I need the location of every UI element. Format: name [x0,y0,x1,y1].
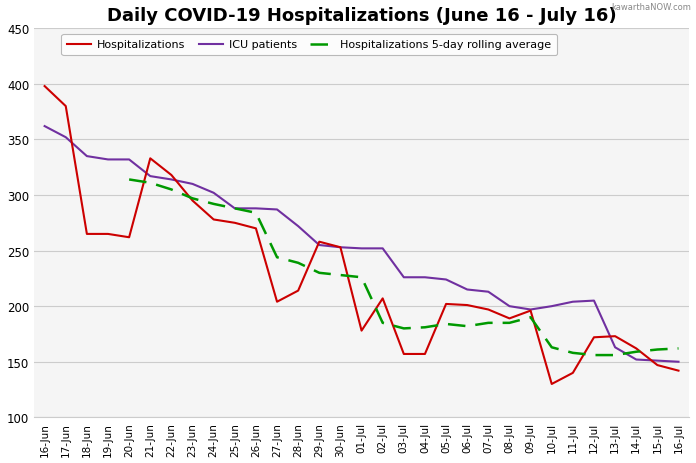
Hospitalizations 5-day rolling average [294,261,302,266]
ICU patients [463,287,471,293]
Hospitalizations [548,382,556,387]
ICU patients [83,154,91,160]
Hospitalizations [505,316,514,321]
Hospitalizations 5-day rolling average [505,320,514,326]
Hospitalizations [463,303,471,308]
ICU patients [315,243,324,248]
Hospitalizations 5-day rolling average [526,315,535,320]
Hospitalizations [336,245,345,250]
ICU patients [653,358,661,363]
Hospitalizations 5-day rolling average [590,352,598,358]
ICU patients [125,157,134,163]
ICU patients [400,275,408,281]
Hospitalizations 5-day rolling average [146,181,155,186]
Hospitalizations 5-day rolling average [674,346,683,351]
Hospitalizations 5-day rolling average [632,349,640,355]
ICU patients [611,345,619,350]
ICU patients [421,275,429,281]
ICU patients [61,135,70,141]
ICU patients [40,124,49,130]
ICU patients [273,207,281,213]
Hospitalizations 5-day rolling average [400,326,408,332]
ICU patients [146,174,155,180]
Hospitalizations [526,308,535,314]
Hospitalizations 5-day rolling average [442,321,450,327]
ICU patients [336,245,345,250]
Hospitalizations [400,351,408,357]
Hospitalizations [104,232,112,237]
ICU patients [548,304,556,309]
ICU patients [379,246,387,251]
ICU patients [526,307,535,313]
Hospitalizations [146,156,155,162]
Hospitalizations 5-day rolling average [336,273,345,278]
ICU patients [167,177,175,183]
ICU patients [632,357,640,363]
Hospitalizations [442,301,450,307]
Hospitalizations [83,232,91,237]
Hospitalizations 5-day rolling average [569,350,577,356]
Hospitalizations 5-day rolling average [273,255,281,261]
Hospitalizations [209,217,218,223]
ICU patients [230,206,239,212]
ICU patients [357,246,365,251]
Hospitalizations [484,307,493,313]
ICU patients [252,206,260,212]
Hospitalizations [357,328,365,334]
ICU patients [442,277,450,282]
Hospitalizations 5-day rolling average [315,270,324,276]
Hospitalizations [569,370,577,376]
ICU patients [569,299,577,305]
Hospitalizations 5-day rolling average [167,187,175,193]
Hospitalizations [125,235,134,240]
Hospitalizations 5-day rolling average [463,324,471,329]
Hospitalizations [611,334,619,339]
Hospitalizations [674,368,683,374]
Legend: Hospitalizations, ICU patients, Hospitalizations 5-day rolling average: Hospitalizations, ICU patients, Hospital… [61,35,557,56]
Hospitalizations [421,351,429,357]
Hospitalizations 5-day rolling average [252,211,260,216]
ICU patients [484,289,493,295]
ICU patients [505,304,514,309]
Line: Hospitalizations 5-day rolling average: Hospitalizations 5-day rolling average [129,180,679,355]
Text: kawarthaNOW.com: kawarthaNOW.com [611,3,691,12]
ICU patients [590,298,598,304]
Hospitalizations 5-day rolling average [357,275,365,281]
Hospitalizations [252,226,260,232]
Hospitalizations 5-day rolling average [653,347,661,352]
Hospitalizations 5-day rolling average [189,196,197,202]
Hospitalizations 5-day rolling average [484,320,493,326]
Hospitalizations [315,239,324,245]
Hospitalizations 5-day rolling average [125,177,134,183]
ICU patients [189,181,197,187]
Hospitalizations [294,288,302,294]
Hospitalizations [189,198,197,204]
Hospitalizations [167,173,175,178]
Hospitalizations [379,296,387,301]
Hospitalizations [230,220,239,226]
Hospitalizations 5-day rolling average [421,325,429,331]
Hospitalizations [653,363,661,368]
Hospitalizations [273,299,281,305]
Hospitalizations [40,84,49,90]
Hospitalizations 5-day rolling average [230,206,239,212]
Hospitalizations 5-day rolling average [379,320,387,326]
Title: Daily COVID-19 Hospitalizations (June 16 - July 16): Daily COVID-19 Hospitalizations (June 16… [106,7,617,25]
ICU patients [209,191,218,196]
Hospitalizations [632,346,640,351]
Line: Hospitalizations: Hospitalizations [45,87,679,384]
ICU patients [674,359,683,365]
Hospitalizations 5-day rolling average [548,345,556,350]
ICU patients [104,157,112,163]
Hospitalizations [61,104,70,110]
Hospitalizations [590,335,598,340]
ICU patients [294,224,302,230]
Line: ICU patients: ICU patients [45,127,679,362]
Hospitalizations 5-day rolling average [209,202,218,207]
Hospitalizations 5-day rolling average [611,352,619,358]
